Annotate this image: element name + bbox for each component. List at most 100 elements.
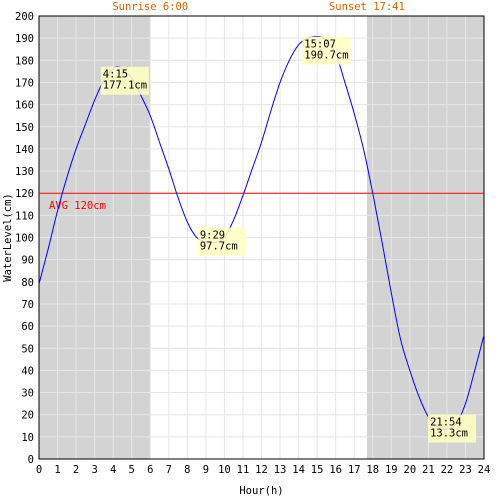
x-axis-label: Hour(h) — [239, 485, 283, 497]
series-point-16 — [177, 197, 178, 198]
series-point-42 — [419, 396, 420, 397]
y-tick-label-70: 70 — [21, 299, 34, 311]
series-point-12 — [140, 95, 141, 96]
series-point-35 — [354, 113, 355, 114]
x-tick-label-13: 13 — [274, 464, 287, 476]
x-tick-label-9: 9 — [203, 464, 209, 476]
y-tick-label-150: 150 — [15, 122, 34, 134]
x-tick-label-6: 6 — [147, 464, 153, 476]
series-point-13 — [150, 115, 151, 116]
y-tick-label-40: 40 — [21, 365, 34, 377]
annotation-time-3: 21:54 — [430, 417, 462, 429]
series-point-22 — [233, 219, 234, 220]
series-point-2 — [57, 210, 58, 211]
sunrise-label: Sunrise 6:00 — [112, 1, 188, 13]
y-tick-label-160: 160 — [15, 100, 34, 112]
series-point-5 — [85, 124, 86, 125]
annotation-value-2: 190.7cm — [304, 50, 348, 62]
y-tick-label-170: 170 — [15, 77, 34, 89]
x-tick-label-20: 20 — [404, 464, 417, 476]
x-tick-label-10: 10 — [218, 464, 231, 476]
y-tick-label-60: 60 — [21, 321, 34, 333]
series-point-34 — [344, 82, 345, 83]
series-point-26 — [270, 111, 271, 112]
plot-frame — [38, 15, 485, 460]
x-tick-label-4: 4 — [110, 464, 116, 476]
x-tick-label-3: 3 — [91, 464, 97, 476]
y-tick-label-0: 0 — [28, 454, 34, 466]
y-tick-label-120: 120 — [15, 188, 34, 200]
x-tick-label-16: 16 — [329, 464, 342, 476]
y-tick-label-190: 190 — [15, 33, 34, 45]
y-tick-label-90: 90 — [21, 255, 34, 267]
y-tick-label-100: 100 — [15, 233, 34, 245]
series-point-18 — [196, 237, 197, 238]
series-point-14 — [159, 142, 160, 143]
series-point-25 — [261, 142, 262, 143]
x-tick-label-12: 12 — [255, 464, 268, 476]
series-point-4 — [75, 148, 76, 149]
series-point-36 — [363, 148, 364, 149]
y-tick-label-10: 10 — [21, 432, 34, 444]
series-point-15 — [168, 168, 169, 169]
x-tick-label-5: 5 — [129, 464, 135, 476]
sunset-label: Sunset 17:41 — [329, 1, 405, 13]
x-tick-label-2: 2 — [73, 464, 79, 476]
x-tick-label-0: 0 — [36, 464, 42, 476]
series-point-29 — [298, 44, 299, 45]
annotation-time-0: 4:15 — [103, 69, 128, 81]
series-point-24 — [252, 168, 253, 169]
series-point-6 — [94, 100, 95, 101]
annotation-box-1 — [197, 227, 246, 256]
annotation-box-2 — [302, 36, 351, 65]
series-point-47 — [465, 403, 466, 404]
series-point-17 — [187, 221, 188, 222]
series-point-1 — [48, 248, 49, 249]
y-tick-label-20: 20 — [21, 410, 34, 422]
x-tick-label-11: 11 — [237, 464, 250, 476]
y-axis-label: WaterLevel(cm) — [2, 193, 14, 282]
series-point-48 — [474, 370, 475, 371]
series-point-3 — [66, 177, 67, 178]
y-tick-label-130: 130 — [15, 166, 34, 178]
series-point-28 — [289, 60, 290, 61]
x-tick-label-18: 18 — [366, 464, 379, 476]
y-tick-label-30: 30 — [21, 388, 34, 400]
y-tick-label-200: 200 — [15, 11, 34, 23]
series-point-0 — [38, 283, 39, 284]
annotation-value-3: 13.3cm — [430, 428, 468, 440]
series-point-38 — [381, 241, 382, 242]
y-tick-label-140: 140 — [15, 144, 34, 156]
y-tick-label-180: 180 — [15, 55, 34, 67]
y-tick-label-110: 110 — [15, 210, 34, 222]
annotation-time-2: 15:07 — [304, 39, 336, 51]
x-tick-label-24: 24 — [478, 464, 491, 476]
y-tick-label-80: 80 — [21, 277, 34, 289]
x-tick-label-15: 15 — [311, 464, 324, 476]
series-point-37 — [372, 193, 373, 194]
x-tick-label-8: 8 — [184, 464, 190, 476]
annotation-value-0: 177.1cm — [103, 80, 147, 92]
x-tick-label-7: 7 — [166, 464, 172, 476]
series-point-49 — [483, 334, 484, 335]
series-point-41 — [409, 370, 410, 371]
x-tick-label-17: 17 — [348, 464, 361, 476]
y-tick-labels: 0 10 20 30 40 50 60 70 80 90 100 110 120 130 140 150 160… — [15, 11, 34, 466]
annotation-time-1: 9:29 — [200, 230, 225, 242]
series-point-39 — [391, 292, 392, 293]
x-tick-label-23: 23 — [459, 464, 472, 476]
series-point-23 — [242, 195, 243, 196]
x-tick-label-1: 1 — [54, 464, 60, 476]
series-point-40 — [400, 339, 401, 340]
x-tick-label-14: 14 — [292, 464, 305, 476]
annotation-box-3 — [428, 414, 477, 443]
y-tick-label-50: 50 — [21, 343, 34, 355]
x-tick-labels: 0 1 2 3 4 5 6 7 8 9 10 11 12 13 14 15 16 17 18 19 20 21 22 23 24 — [36, 464, 490, 476]
x-tick-label-19: 19 — [385, 464, 398, 476]
average-label: AVG 120cm — [49, 200, 106, 212]
series-point-27 — [279, 82, 280, 83]
annotation-value-1: 97.7cm — [200, 241, 238, 253]
x-tick-label-21: 21 — [422, 464, 435, 476]
